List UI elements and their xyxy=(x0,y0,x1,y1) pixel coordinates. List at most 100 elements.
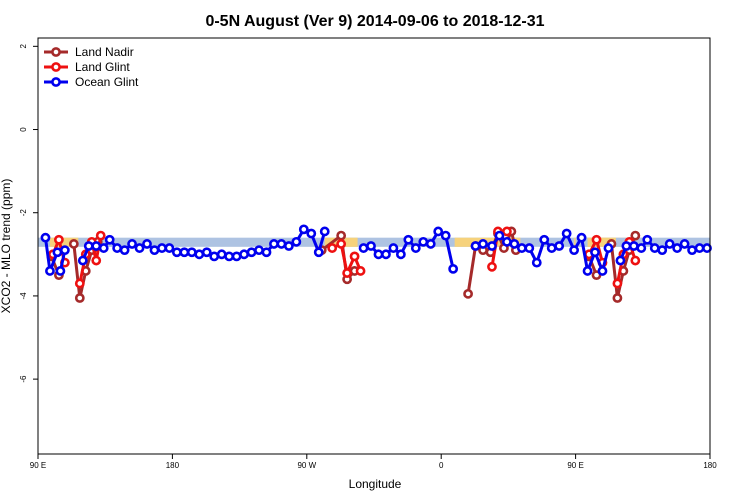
ocean-glint-point xyxy=(388,243,399,253)
ocean-glint-point xyxy=(269,239,279,249)
legend-swatch-point xyxy=(51,77,61,87)
plot-frame xyxy=(37,37,711,455)
legend-item-land-glint: Land Glint xyxy=(44,60,130,74)
ocean-glint-point xyxy=(576,232,587,243)
ocean-glint-point xyxy=(216,249,227,260)
land-nadir-point xyxy=(74,293,85,303)
y-tick-label: -4 xyxy=(19,292,28,300)
ocean-glint-point xyxy=(448,263,459,274)
ocean-glint-point xyxy=(425,239,436,249)
ocean-glint-point xyxy=(516,243,527,253)
y-tick-label: 0 xyxy=(19,127,28,132)
chart-title: 0-5N August (Ver 9) 2014-09-06 to 2018-1… xyxy=(205,13,544,30)
land-glint-point xyxy=(54,234,64,245)
land-glint-point xyxy=(502,226,512,237)
ocean-glint-point xyxy=(621,241,632,251)
ocean-glint-point xyxy=(546,243,557,253)
ocean-glint-point xyxy=(239,249,249,260)
legend-label: Ocean Glint xyxy=(75,75,139,89)
ocean-glint-point xyxy=(157,243,167,253)
x-tick-label: 90 W xyxy=(297,461,316,470)
ocean-glint-point xyxy=(649,243,660,253)
ocean-glint-point xyxy=(45,266,55,276)
ocean-glint-point xyxy=(276,239,287,249)
y-tick-label: -6 xyxy=(19,375,28,383)
y-tick-label: -2 xyxy=(19,209,28,217)
x-tick-label: 90 E xyxy=(567,461,583,470)
ocean-glint-point xyxy=(478,239,488,249)
land-glint-point xyxy=(342,268,353,278)
ocean-glint-point xyxy=(590,247,600,258)
ocean-glint-point xyxy=(179,247,190,258)
ocean-glint-point xyxy=(119,245,130,256)
ocean-glint-point xyxy=(186,247,197,258)
land-nadir-point xyxy=(612,293,623,303)
ocean-glint-point xyxy=(291,236,302,247)
ocean-glint-point xyxy=(433,226,444,237)
band-5 xyxy=(575,237,710,247)
x-tick-label: 180 xyxy=(166,461,180,470)
series-ocean-glint xyxy=(40,224,712,276)
ocean-glint-point xyxy=(164,243,175,253)
ocean-glint-point xyxy=(694,243,705,253)
land-glint-point xyxy=(630,255,641,266)
ocean-glint-point xyxy=(91,241,102,251)
ocean-glint-point xyxy=(381,249,391,260)
ocean-glint-point xyxy=(687,245,697,256)
x-tick-label: 90 E xyxy=(30,461,46,470)
y-axis: 2 0 -2 -4 -6 xyxy=(19,44,38,383)
ocean-glint-point xyxy=(597,266,608,276)
ocean-glint-point xyxy=(201,247,212,258)
ocean-glint-point xyxy=(127,239,137,249)
legend-item-ocean-glint: Ocean Glint xyxy=(44,75,139,89)
ocean-glint-point xyxy=(440,230,451,241)
ocean-glint-point xyxy=(642,234,653,245)
ocean-glint-point xyxy=(561,228,572,239)
ocean-glint-point xyxy=(410,243,421,253)
ocean-glint-point xyxy=(509,239,520,249)
land-glint-point xyxy=(95,230,106,241)
ocean-glint-point xyxy=(98,243,109,253)
legend-swatch-point xyxy=(51,47,61,57)
ocean-glint-point xyxy=(582,266,593,276)
ocean-glint-point xyxy=(358,243,369,253)
band-6 xyxy=(587,237,616,247)
legend-item-land-nadir: Land Nadir xyxy=(44,45,134,59)
ocean-glint-point xyxy=(194,249,205,260)
x-tick-label: 0 xyxy=(439,461,444,470)
ocean-glint-point xyxy=(134,243,145,253)
ocean-glint-point xyxy=(209,251,220,262)
land-glint-point xyxy=(591,234,602,245)
ocean-glint-point xyxy=(261,247,272,258)
ocean-glint-point xyxy=(418,236,429,247)
land-nadir-point xyxy=(630,230,641,241)
ocean-glint-point xyxy=(231,251,242,262)
ocean-glint-point xyxy=(403,234,414,245)
ocean-glint-point xyxy=(502,236,512,247)
land-glint-point xyxy=(74,278,85,289)
ocean-glint-point xyxy=(494,230,505,241)
ocean-glint-point xyxy=(373,249,384,260)
x-axis: 90 E 180 90 W 0 90 E 180 xyxy=(30,454,717,470)
ocean-glint-point xyxy=(55,266,66,276)
land-glint-point xyxy=(612,278,623,289)
ocean-glint-point xyxy=(628,241,639,251)
legend-label: Land Glint xyxy=(75,60,130,74)
ocean-glint-point xyxy=(657,245,668,256)
land-glint-point xyxy=(91,255,102,266)
band-1 xyxy=(49,237,79,247)
legend-label: Land Nadir xyxy=(75,45,134,59)
land-glint-point xyxy=(355,266,366,276)
ocean-glint-point xyxy=(313,247,324,258)
land-nadir-point xyxy=(463,288,473,299)
y-tick-label: 2 xyxy=(19,44,28,49)
land-glint-point xyxy=(487,261,497,272)
ocean-glint-point xyxy=(569,245,580,256)
ocean-glint-point xyxy=(679,239,690,249)
series-layer xyxy=(40,224,712,303)
ocean-glint-point xyxy=(531,257,542,268)
land-glint-point xyxy=(349,251,360,262)
legend-swatch-point xyxy=(51,62,61,72)
land-glint-point xyxy=(336,239,347,249)
